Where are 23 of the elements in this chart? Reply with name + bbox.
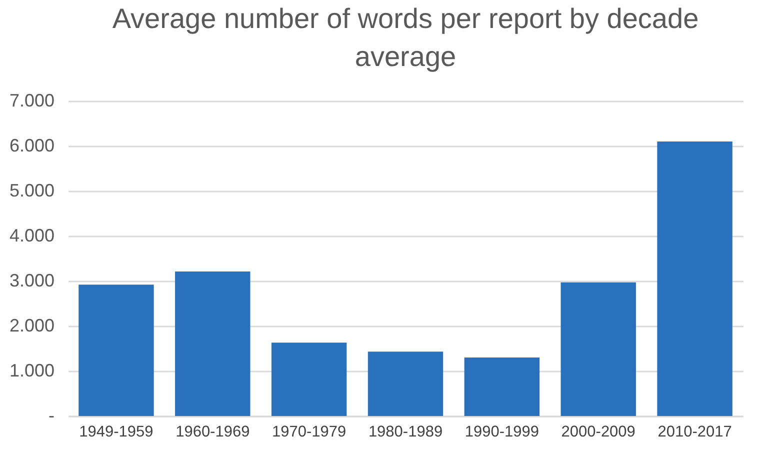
bar: [657, 142, 732, 416]
x-tick-label: 1970-1979: [272, 424, 346, 440]
x-tick-label: 2010-2017: [658, 424, 732, 440]
bar: [560, 282, 636, 416]
y-tick-label: -: [48, 406, 54, 426]
x-tick-label: 2000-2009: [561, 424, 636, 440]
bar: [175, 272, 250, 416]
bar: [78, 284, 154, 416]
bar: [368, 352, 444, 416]
x-tick-label: 1980-1989: [368, 424, 443, 440]
y-tick-label: 4.000: [9, 226, 54, 246]
chart-title: Average number of words per report by decade average: [112, 3, 699, 72]
bar: [464, 358, 540, 416]
x-tick-label: 1949-1959: [79, 424, 154, 440]
y-tick-label: 5.000: [9, 180, 54, 200]
y-tick-label: 6.000: [9, 136, 54, 156]
y-tick-label: 7.000: [9, 90, 54, 110]
y-tick-label: 1.000: [9, 360, 54, 380]
bar: [271, 342, 347, 416]
x-tick-label: 1960-1969: [176, 424, 250, 440]
y-tick-label: 3.000: [9, 270, 54, 290]
y-tick-label: 2.000: [9, 316, 54, 336]
x-tick-label: 1990-1999: [464, 424, 539, 440]
